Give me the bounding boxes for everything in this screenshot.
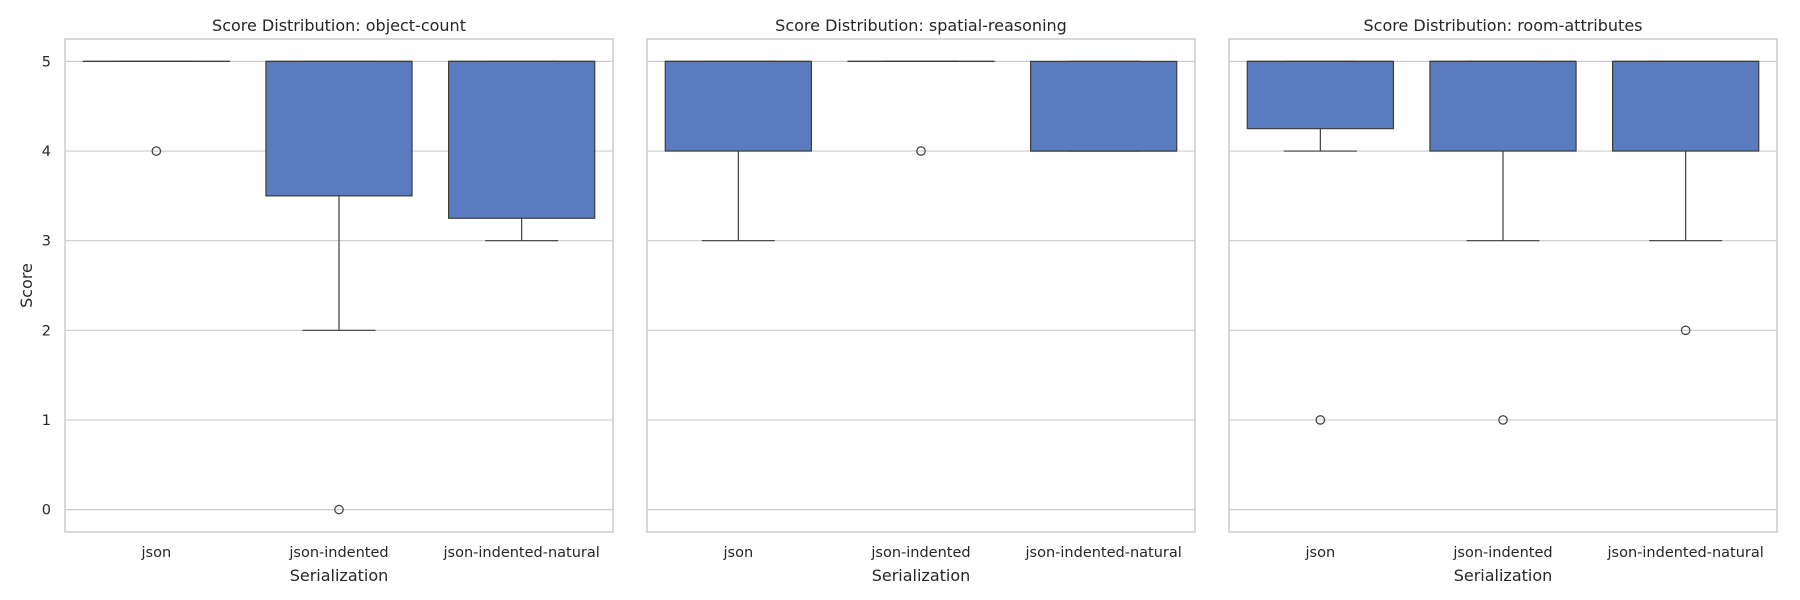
outlier-point [1498,415,1508,425]
y-tick-label: 1 [42,413,51,429]
x-tick-label: json [723,545,754,561]
iqr-box [1611,60,1760,152]
box-json-indented [1429,60,1577,425]
chart-title: Score Distribution: room-attributes [1363,16,1642,35]
outlier-point [1680,325,1691,336]
y-tick-label: 2 [42,323,51,339]
x-tick-label: json-indented-natural [443,545,600,561]
x-axis-label: Serialization [872,566,971,585]
box-json-indented-natural [448,60,596,242]
chart-title: Score Distribution: spatial-reasoning [775,16,1067,35]
iqr-box [664,60,812,152]
x-tick-label: json-indented [870,545,970,561]
x-tick-label: json [1305,545,1336,561]
y-axis-label: Score [17,263,36,308]
outlier-point [1315,415,1326,425]
y-tick-label: 0 [42,503,51,519]
x-tick-label: json-indented-natural [1025,545,1182,561]
y-tick-label: 4 [42,144,51,160]
outlier-point [334,504,344,515]
x-tick-label: json-indented [288,545,388,561]
box-json-indented-natural [1611,60,1760,336]
x-axis-label: Serialization [290,566,389,585]
iqr-box [448,60,596,219]
outlier-point [151,146,162,156]
x-tick-label: json [141,545,172,561]
plot-frame [646,38,1196,533]
subplot-2: json json-indented json-indented-natural Sc… [646,16,1196,585]
x-axis-label: Serialization [1454,566,1553,585]
plot-frame [64,38,614,533]
x-tick-label: json-indented-natural [1607,545,1764,561]
chart-title: Score Distribution: object-count [212,16,466,35]
plot-frame [1228,38,1778,533]
iqr-box [1029,60,1178,152]
y-tick-label: 3 [42,234,51,250]
subplot-1: 0 1 2 3 4 5 json json-indented json-indented-nat… [17,16,614,585]
iqr-box [1429,60,1577,152]
iqr-box [1246,60,1395,130]
box-json [82,60,231,156]
outlier-point [916,146,926,156]
box-json-indented [265,60,413,515]
y-tick-label: 5 [42,54,51,70]
box-json [664,60,812,242]
subplot-3: json json-indented json-indented-natural Sc… [1228,16,1778,585]
box-json-indented [847,60,995,156]
box-json-indented-natural [1029,60,1178,152]
box-json [1246,60,1395,425]
x-tick-label: json-indented [1452,545,1552,561]
iqr-box [265,60,413,197]
